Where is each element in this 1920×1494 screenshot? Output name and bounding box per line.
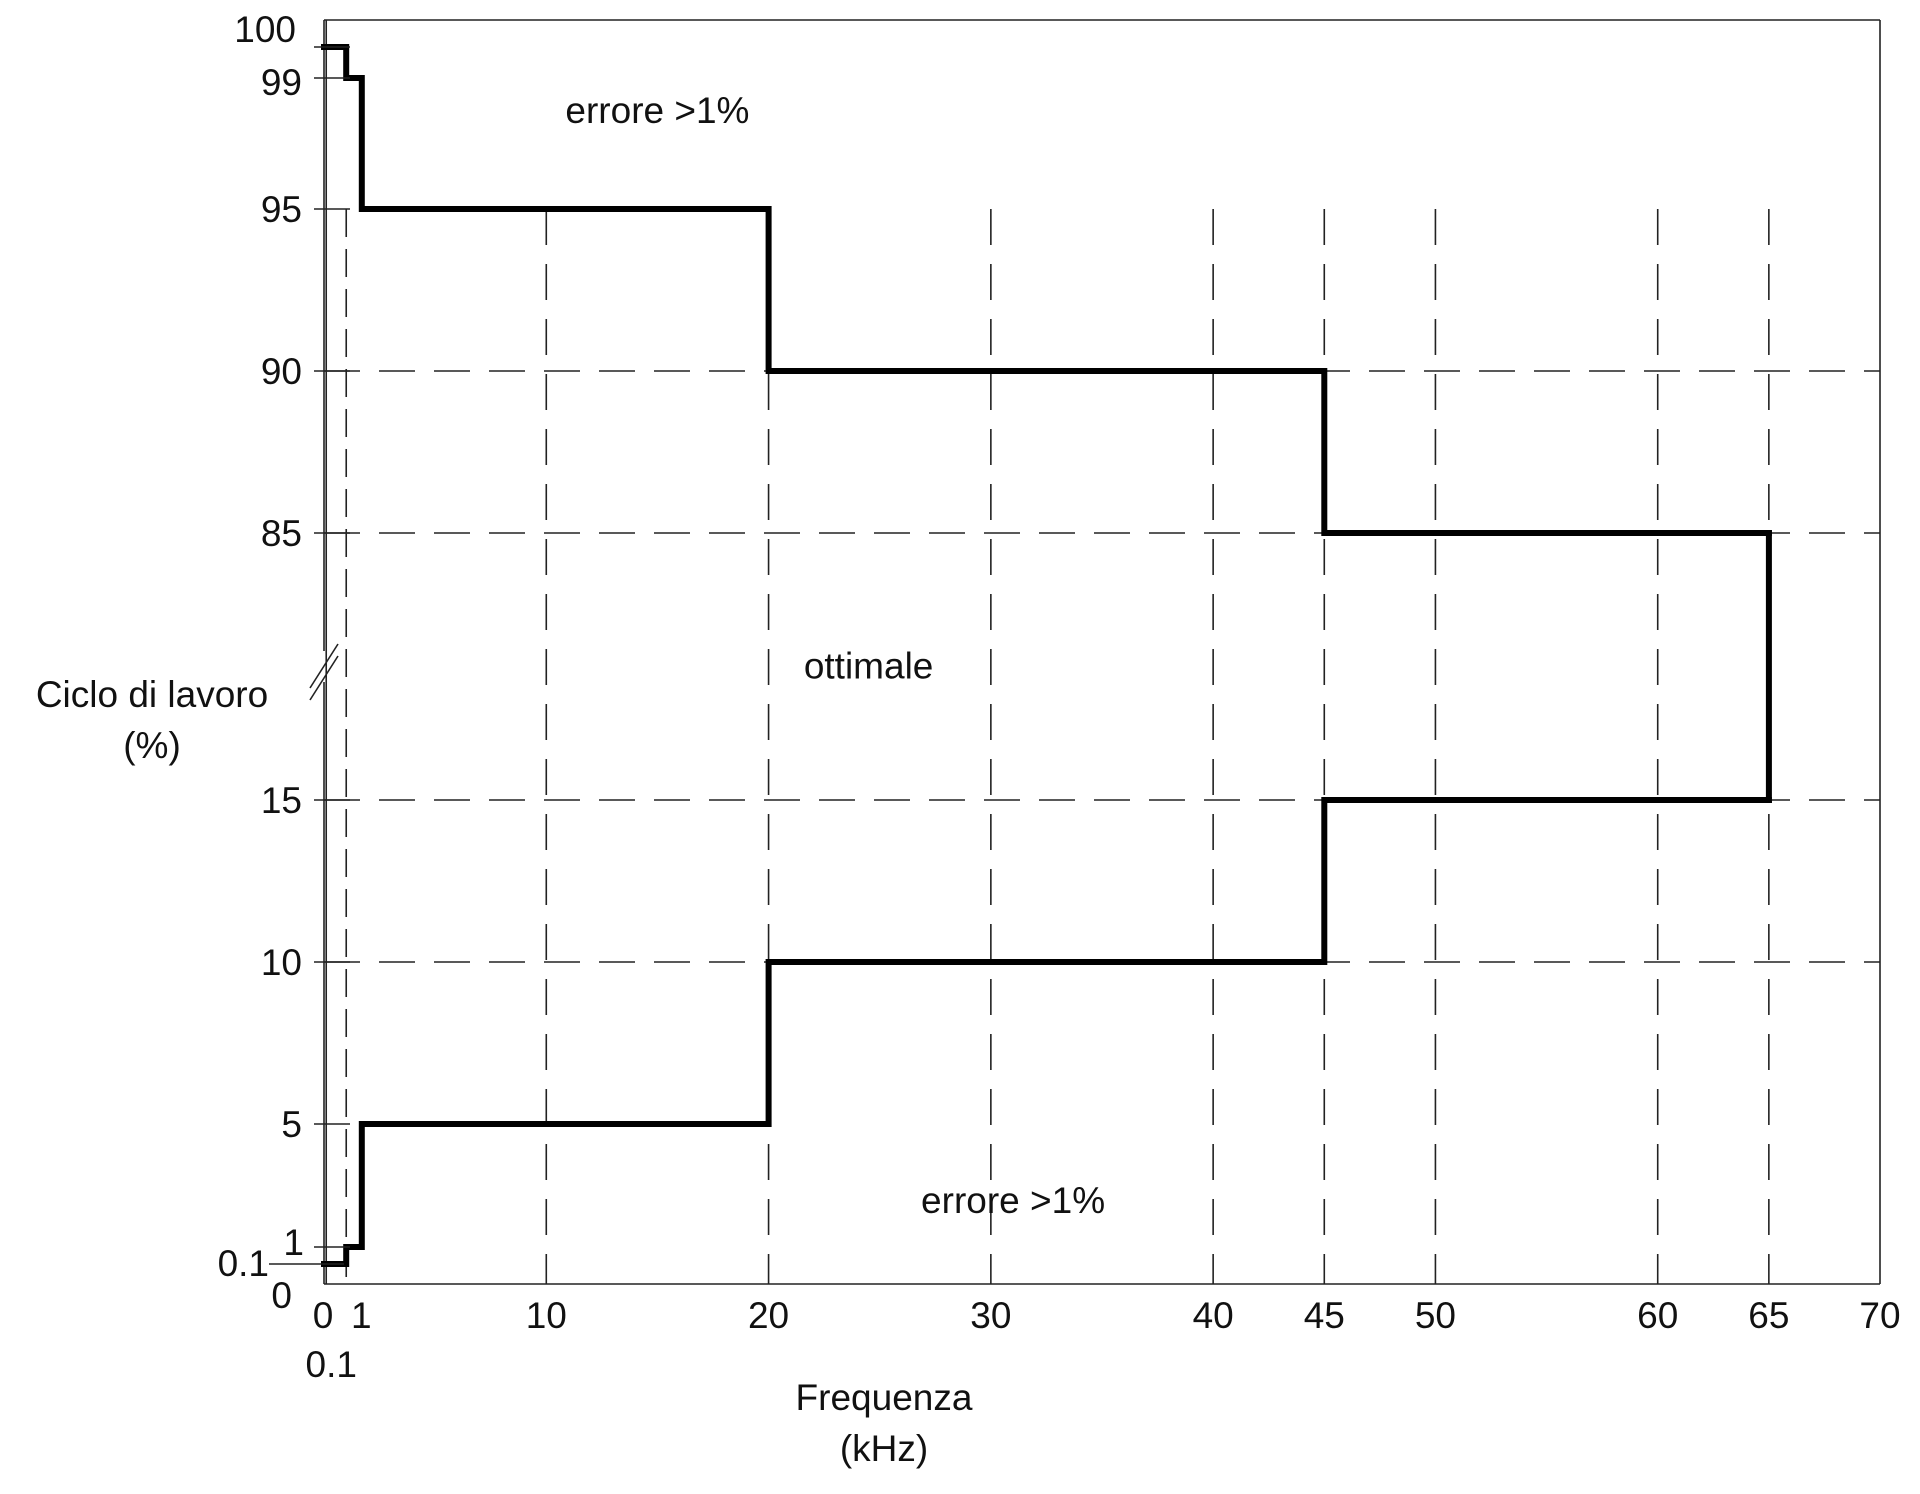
y-tick-label-0: 0 [271, 1275, 292, 1316]
x-tick-label-45: 45 [1304, 1295, 1345, 1336]
y-tick-label-85: 85 [261, 513, 302, 554]
y-tick-label-10: 10 [261, 942, 302, 983]
y-tick-label-99: 99 [261, 62, 302, 103]
x-axis-label-line2: (kHz) [840, 1428, 928, 1469]
series-line-2 [321, 797, 1772, 1267]
x-tick-label-1: 1 [351, 1295, 372, 1336]
x-tick-label-60: 60 [1637, 1295, 1678, 1336]
y-axis-break-mark-1 [309, 643, 339, 689]
x-tick-label-0: 0 [313, 1295, 334, 1336]
series-line-1 [321, 44, 1772, 536]
y-tick-label-0.1: 0.1 [218, 1243, 269, 1284]
x-tick-label-0.1: 0.1 [306, 1344, 357, 1385]
y-tick-label-1: 1 [283, 1222, 304, 1263]
y-tick-label-95: 95 [261, 189, 302, 230]
y-axis-label-line1: Ciclo di lavoro [36, 674, 268, 715]
x-axis-label-line1: Frequenza [796, 1377, 973, 1418]
y-tick-label-15: 15 [261, 780, 302, 821]
y-axis-label-line2: (%) [123, 725, 181, 766]
y-tick-label-90: 90 [261, 351, 302, 392]
y-axis-break-mark-2 [309, 655, 339, 701]
axis-labels: Frequenza (kHz) Ciclo di lavoro (%) [36, 674, 973, 1469]
annotation-2: ottimale [804, 646, 934, 687]
annotation-1: errore >1% [565, 90, 749, 131]
x-tick-label-20: 20 [748, 1295, 789, 1336]
x-tick-label-50: 50 [1415, 1295, 1456, 1336]
x-tick-label-40: 40 [1193, 1295, 1234, 1336]
annotations: errore >1% ottimale errore >1% [565, 90, 1105, 1221]
y-tick-label-100: 100 [234, 9, 296, 50]
x-tick-label-30: 30 [970, 1295, 1011, 1336]
x-tick-label-10: 10 [526, 1295, 567, 1336]
data-series [321, 44, 1772, 1267]
x-tick-label-65: 65 [1748, 1295, 1789, 1336]
annotation-3: errore >1% [921, 1180, 1105, 1221]
x-tick-label-70: 70 [1859, 1295, 1900, 1336]
y-tick-label-5: 5 [281, 1104, 302, 1145]
plot-frame [309, 19, 1881, 1285]
